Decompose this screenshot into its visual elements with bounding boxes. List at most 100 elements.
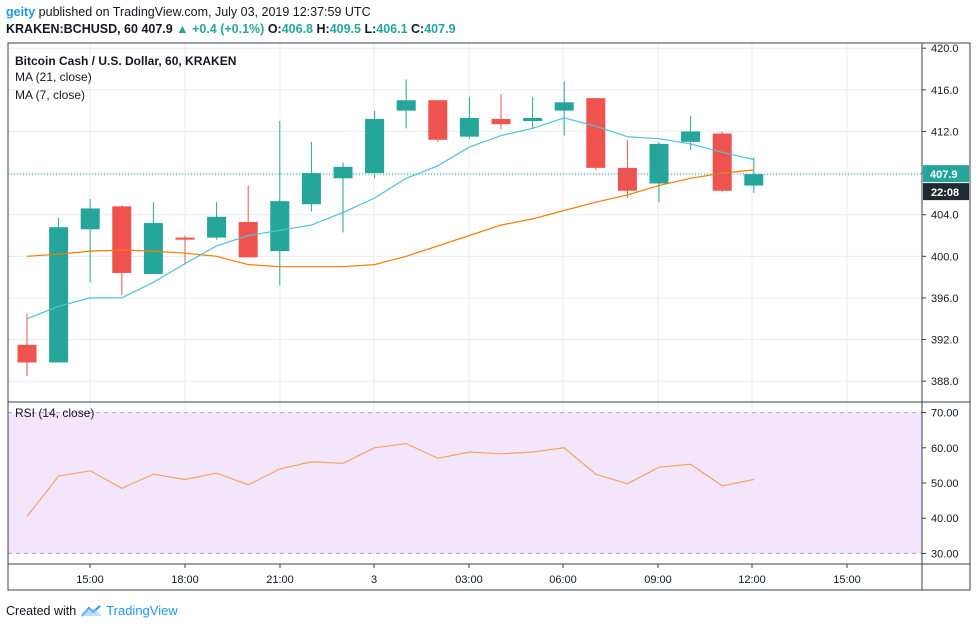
symbol-label: KRAKEN:BCHUSD, 60 (6, 22, 138, 36)
rsi-tick-label: 40.00 (931, 513, 959, 525)
candle (459, 97, 479, 139)
candle-body (554, 102, 574, 111)
candle (270, 121, 290, 286)
candle (712, 131, 732, 192)
price-tick-label: 420.0 (931, 43, 959, 55)
candle (523, 97, 543, 130)
price-change: ▲ +0.4 (+0.1%) (176, 22, 265, 36)
candle (586, 98, 606, 170)
candle-body (80, 208, 100, 230)
footer-credit: Created with TradingView (6, 603, 178, 618)
candle (554, 81, 574, 136)
candle-body (301, 173, 321, 205)
rsi-tick-label: 30.00 (931, 548, 959, 560)
rsi-band (8, 412, 922, 554)
candle-body (238, 221, 258, 258)
time-tick-label: 12:00 (738, 574, 766, 586)
publish-text: published on TradingView.com, July 03, 2… (38, 5, 371, 19)
rsi-axis[interactable]: 70.00 60.00 50.00 40.00 30.00 (922, 408, 959, 561)
candle (175, 235, 195, 265)
legend-ma21[interactable]: MA (21, close) (15, 70, 92, 84)
rsi-band-lines (8, 412, 922, 554)
rsi-title[interactable]: RSI (14, close) (15, 406, 94, 420)
legend-ma7[interactable]: MA (7, close) (15, 88, 85, 102)
candle-body (491, 118, 511, 125)
countdown-value: 22:08 (931, 187, 959, 199)
countdown-box (923, 183, 969, 201)
low-label: L: (364, 22, 377, 36)
candle-body (586, 98, 606, 168)
publish-info: geity published on TradingView.com, July… (6, 5, 371, 19)
ma21-line (26, 169, 754, 268)
candle (143, 202, 163, 275)
price-axis[interactable]: 420.0416.0412.0408.0404.0400.0396.0392.0… (922, 43, 959, 388)
rsi-tick-label: 50.00 (931, 478, 959, 490)
candle-body (523, 117, 543, 122)
chart-title: Bitcoin Cash / U.S. Dollar, 60, KRAKEN (15, 54, 236, 68)
candlestick-series (17, 79, 764, 376)
pane-frames (7, 42, 971, 591)
candle (238, 185, 258, 258)
candle (617, 139, 637, 199)
time-tick-label: 3 (371, 574, 377, 586)
candle-body (143, 223, 163, 275)
outer-frame (7, 42, 971, 591)
price-tag-value: 407.9 (930, 169, 958, 181)
candle (744, 157, 764, 193)
candle (333, 162, 353, 233)
price-tick-label: 412.0 (931, 126, 959, 138)
candle (428, 100, 448, 142)
candle-body (428, 100, 448, 140)
candle (396, 79, 416, 129)
candle-body (744, 174, 764, 186)
price-tick-label: 400.0 (931, 251, 959, 263)
price-tag-box (923, 165, 969, 183)
last-price: 407.9 (141, 22, 173, 36)
created-with-text: Created with (6, 603, 77, 618)
candle (681, 115, 701, 151)
high-label: H: (316, 22, 330, 36)
price-tick-label: 404.0 (931, 210, 959, 222)
candle-body (396, 100, 416, 111)
candle (49, 217, 69, 363)
candle-body (112, 206, 132, 273)
candle (301, 141, 321, 212)
author-link[interactable]: geity (6, 5, 36, 19)
time-tick-label: 21:00 (266, 574, 294, 586)
candle (207, 202, 227, 240)
open-value: 406.8 (281, 22, 313, 36)
candle (17, 313, 37, 376)
time-tick-label: 03:00 (455, 574, 483, 586)
price-tick-label: 396.0 (931, 293, 959, 305)
candle (365, 110, 385, 179)
tradingview-brand[interactable]: TradingView (106, 603, 178, 618)
time-tick-label: 15:00 (833, 574, 861, 586)
price-tick-label: 416.0 (931, 85, 959, 97)
tradingview-cloud-icon (81, 604, 102, 617)
price-tick-label: 388.0 (931, 376, 959, 388)
high-value: 409.5 (329, 22, 361, 36)
candle-body (333, 166, 353, 179)
candle-body (681, 131, 701, 142)
symbol-ohlc-row: KRAKEN:BCHUSD, 60 407.9 ▲ +0.4 (+0.1%) O… (6, 22, 456, 36)
close-value: 407.9 (424, 22, 456, 36)
low-value: 406.1 (376, 22, 408, 36)
open-label: O: (267, 22, 282, 36)
ma7-line (26, 117, 754, 320)
time-tick-label: 18:00 (171, 574, 199, 586)
rsi-tick-label: 60.00 (931, 443, 959, 455)
candle-body (365, 118, 385, 174)
candle-body (17, 344, 37, 363)
candle-body (712, 133, 732, 191)
candle-body (175, 237, 195, 240)
candle (491, 93, 511, 130)
time-tick-label: 15:00 (76, 574, 104, 586)
candle-body (459, 117, 479, 137)
price-tick-label: 392.0 (931, 335, 959, 347)
time-axis[interactable]: 15:00 18:00 21:00 3 03:00 06:00 09:00 12:00 15:0… (76, 564, 861, 586)
candle-body (617, 167, 637, 191)
current-price-tag: 407.9 22:08 (923, 165, 969, 201)
candle-body (649, 143, 669, 184)
rsi-tick-label: 70.00 (931, 408, 959, 420)
